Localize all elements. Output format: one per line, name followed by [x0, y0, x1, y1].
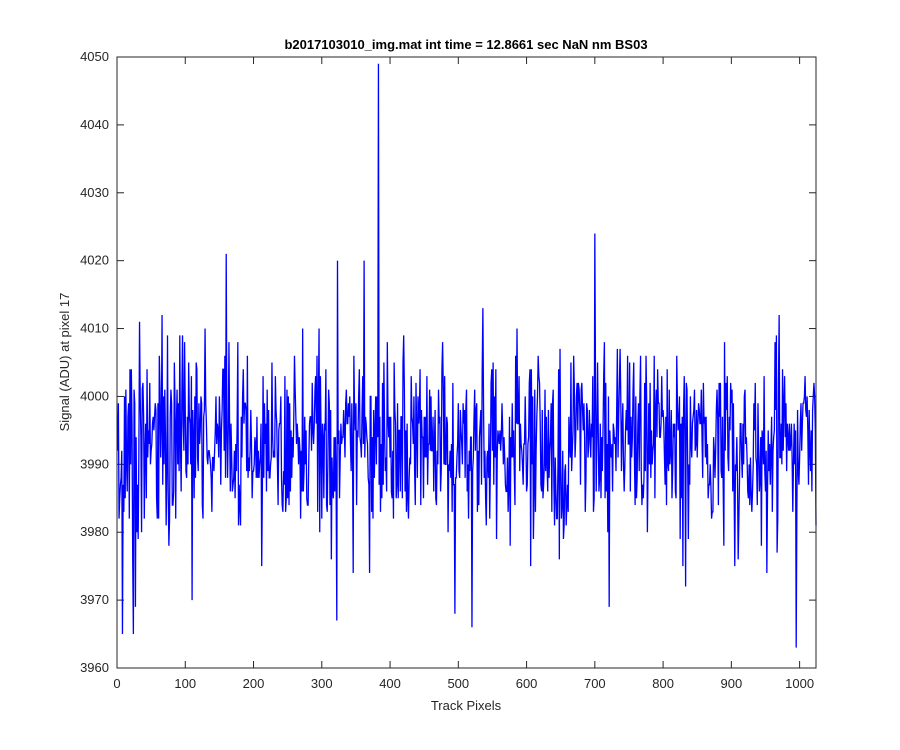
series-line	[117, 63, 817, 648]
y-tick-labels: 3960 3970 3980 3990 4000 4010 4020 4030 4040 4050	[80, 49, 109, 675]
y-tick-label: 3980	[80, 524, 109, 539]
x-tick-label: 1000	[785, 676, 814, 691]
y-tick-label: 4040	[80, 117, 109, 132]
y-axis-label: Signal (ADU) at pixel 17	[57, 293, 72, 432]
x-tick-label: 700	[584, 676, 606, 691]
y-tick-label: 3960	[80, 660, 109, 675]
y-tick-label: 4010	[80, 321, 109, 336]
y-tick-label: 3990	[80, 456, 109, 471]
x-tick-label: 100	[174, 676, 196, 691]
y-tick-label: 4000	[80, 388, 109, 403]
y-tick-label: 3970	[80, 592, 109, 607]
x-tick-label: 600	[516, 676, 538, 691]
x-tick-label: 500	[447, 676, 469, 691]
x-tick-label: 300	[311, 676, 333, 691]
x-tick-label: 0	[113, 676, 120, 691]
y-tick-label: 4050	[80, 49, 109, 64]
x-tick-label: 400	[379, 676, 401, 691]
chart-title: b2017103010_img.mat int time = 12.8661 s…	[284, 37, 647, 52]
y-tick-label: 4020	[80, 253, 109, 268]
axes-box	[116, 56, 817, 669]
plot-area	[117, 57, 816, 668]
y-tick-label: 4030	[80, 185, 109, 200]
x-tick-label: 200	[243, 676, 265, 691]
x-tick-labels: 0 100 200 300 400 500 600 700 800 900 1000	[113, 676, 814, 691]
series-layer	[117, 63, 817, 648]
x-tick-label: 800	[652, 676, 674, 691]
x-tick-label: 900	[721, 676, 743, 691]
x-axis-label: Track Pixels	[431, 698, 502, 713]
